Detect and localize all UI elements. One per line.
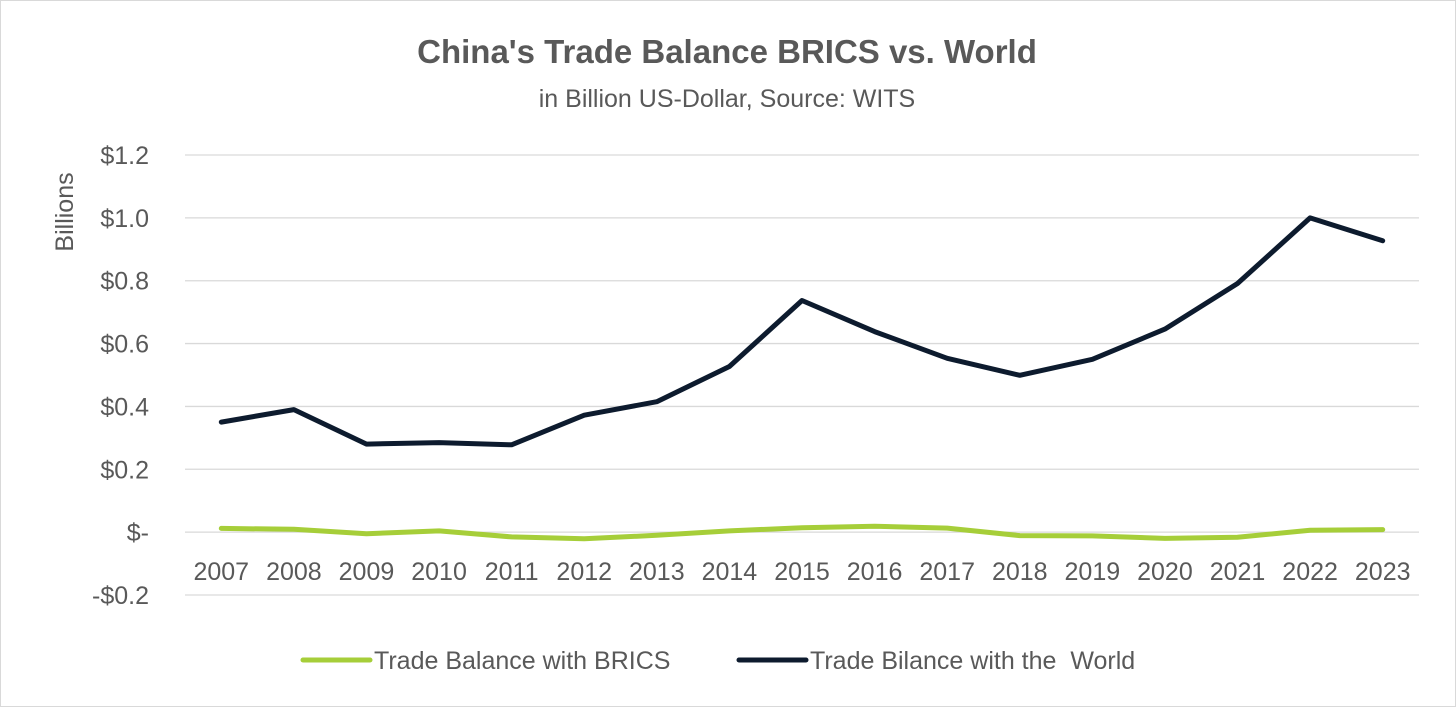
x-tick-label: 2012	[556, 558, 612, 586]
x-tick-label: 2011	[485, 558, 539, 586]
y-tick-label: $0.4	[100, 393, 149, 421]
x-tick-label: 2018	[992, 558, 1048, 586]
x-tick-label: 2023	[1355, 558, 1411, 586]
y-tick-label: $0.8	[100, 268, 149, 296]
legend: Trade Balance with BRICS Trade Bilance wi…	[300, 647, 1135, 675]
y-tick-label: $0.6	[100, 331, 149, 359]
x-tick-label: 2007	[193, 558, 249, 586]
legend-label: Trade Bilance with the World	[810, 647, 1135, 675]
x-tick-label: 2015	[774, 558, 830, 586]
world-series-line	[218, 215, 1386, 448]
series-lines	[218, 215, 1386, 542]
brics-series-line	[218, 523, 1386, 542]
chart-title: China's Trade Balance BRICS vs. World	[417, 33, 1037, 70]
y-tick-label: $-	[127, 519, 149, 547]
x-tick-labels: 2007 2008 2009 2010 2011 2012 2013 2014 2015 2016…	[193, 558, 1410, 586]
x-tick-label: 2017	[919, 558, 975, 586]
x-tick-label: 2020	[1137, 558, 1193, 586]
chart-subtitle: in Billion US-Dollar, Source: WITS	[539, 85, 916, 113]
x-tick-label: 2009	[339, 558, 395, 586]
y-tick-label: -$0.2	[92, 582, 149, 610]
x-tick-label: 2021	[1210, 558, 1266, 586]
x-tick-label: 2019	[1065, 558, 1121, 586]
legend-label: Trade Balance with BRICS	[374, 647, 670, 675]
y-tick-labels: $1.2 $1.0 $0.8 $0.6 $0.4 $0.2 $- -$0.2	[92, 142, 149, 610]
y-tick-label: $1.2	[100, 142, 149, 170]
x-tick-label: 2010	[411, 558, 467, 586]
x-tick-label: 2008	[266, 558, 322, 586]
y-tick-label: $0.2	[100, 456, 149, 484]
x-tick-label: 2016	[847, 558, 903, 586]
y-tick-label: $1.0	[100, 205, 149, 233]
x-tick-label: 2014	[702, 558, 758, 586]
x-tick-label: 2022	[1282, 558, 1338, 586]
y-axis-label: Billions	[51, 172, 79, 251]
x-tick-label: 2013	[629, 558, 685, 586]
